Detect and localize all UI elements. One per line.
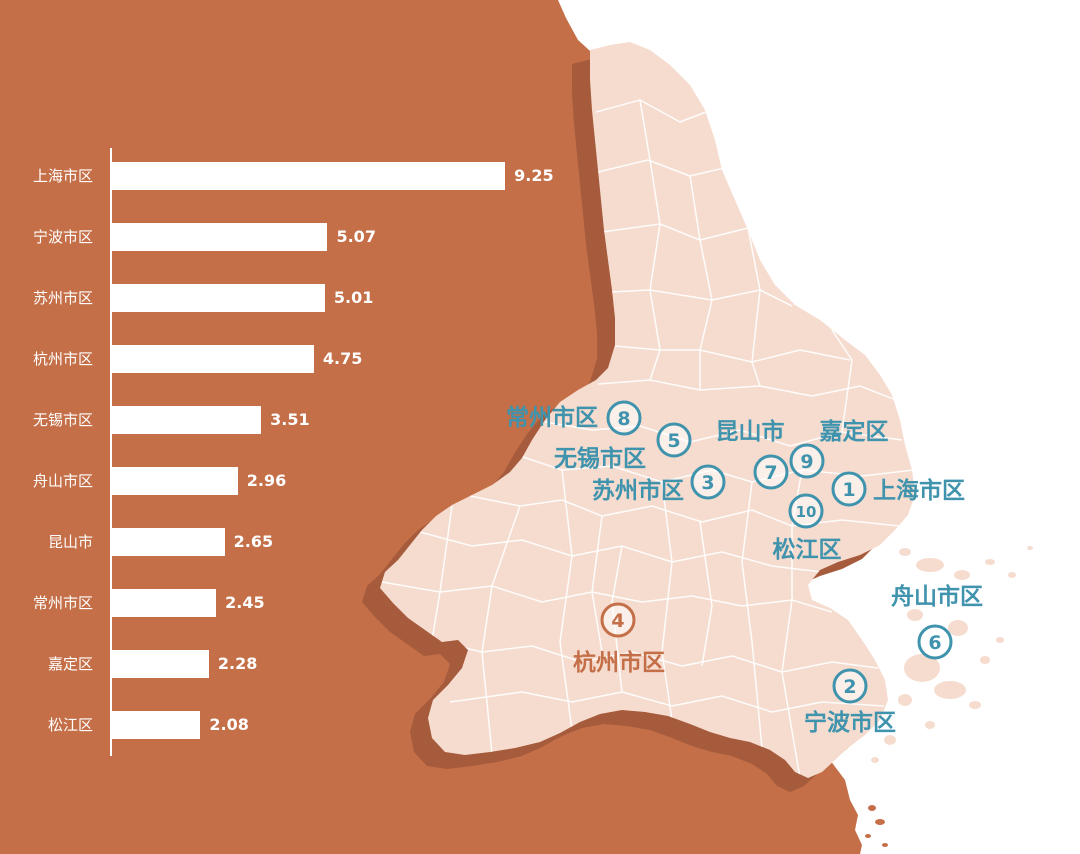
marker-label: 宁波市区 [804, 709, 896, 736]
bar-5 [112, 406, 262, 434]
category-label-6: 舟山市区 [32, 472, 93, 490]
marker-circle [832, 668, 868, 704]
marker-number: 10 [796, 503, 817, 521]
map-marker-9: 9 嘉定区 [789, 418, 889, 479]
bar-9 [112, 650, 209, 678]
bottom-islands [865, 805, 888, 847]
bar-7 [112, 528, 225, 556]
category-label-7: 昆山市 [47, 533, 93, 551]
marker-label: 松江区 [773, 537, 842, 563]
marker-circle [788, 493, 824, 529]
bar-8 [112, 589, 217, 617]
bar-row-10: 松江区 2.08 [0, 711, 600, 739]
bar-4 [112, 345, 314, 373]
marker-label: 常州市区 [506, 404, 598, 431]
map-marker-4: 4 杭州市区 [573, 602, 665, 676]
map-marker-6: 6 舟山市区 [891, 583, 983, 660]
marker-number: 2 [843, 676, 856, 698]
marker-label: 舟山市区 [891, 583, 983, 610]
bar-2 [112, 223, 328, 251]
marker-number: 7 [764, 462, 777, 484]
marker-label: 杭州市区 [573, 649, 665, 676]
category-label-4: 杭州市区 [32, 350, 93, 368]
bar-row-3: 苏州市区 5.01 [0, 284, 600, 312]
zhoushan-islands [871, 546, 1033, 763]
value-label-7: 2.65 [233, 532, 274, 551]
value-label-1: 9.25 [514, 166, 554, 185]
bar-10 [112, 711, 201, 739]
bar-row-4: 杭州市区 4.75 [0, 345, 600, 373]
value-label-2: 5.07 [336, 227, 376, 246]
value-label-4: 4.75 [322, 349, 363, 368]
category-label-1: 上海市区 [32, 167, 93, 185]
category-label-8: 常州市区 [32, 594, 93, 612]
category-label-10: 松江区 [47, 716, 93, 734]
value-label-3: 5.01 [333, 288, 374, 307]
map-marker-10: 10 松江区 [773, 493, 842, 563]
marker-circle [600, 602, 636, 638]
marker-circle [690, 464, 726, 500]
marker-label: 嘉定区 [820, 418, 889, 445]
category-label-9: 嘉定区 [47, 655, 93, 673]
marker-number: 8 [617, 408, 630, 430]
marker-label: 苏州市区 [592, 477, 684, 504]
category-label-2: 宁波市区 [32, 228, 93, 246]
marker-number: 1 [842, 479, 855, 501]
marker-circle [606, 400, 642, 436]
marker-label: 上海市区 [873, 477, 965, 504]
value-label-5: 3.51 [270, 410, 310, 429]
marker-label: 昆山市 [716, 418, 785, 445]
marker-number: 5 [667, 430, 680, 452]
bar-row-7: 昆山市 2.65 [0, 528, 600, 556]
map-marker-3: 3 苏州市区 [592, 464, 726, 504]
marker-number: 6 [928, 632, 941, 654]
bar-row-6: 舟山市区 2.96 [0, 467, 600, 495]
map-marker-2: 2 宁波市区 [804, 668, 896, 736]
map-marker-5: 5 无锡市区 [554, 422, 692, 472]
marker-number: 4 [611, 610, 624, 632]
marker-circle [789, 443, 825, 479]
marker-number: 9 [800, 451, 813, 473]
marker-circle [917, 624, 953, 660]
map-marker-7: 7 昆山市 [716, 418, 789, 490]
bar-row-8: 常州市区 2.45 [0, 589, 600, 617]
bar-row-5: 无锡市区 3.51 [0, 406, 600, 434]
category-label-5: 无锡市区 [32, 411, 93, 429]
marker-number: 3 [701, 472, 714, 494]
map-marker-8: 8 常州市区 [506, 400, 642, 436]
bar-row-1: 上海市区 9.25 [0, 162, 600, 190]
bar-6 [112, 467, 238, 495]
value-label-8: 2.45 [225, 593, 265, 612]
value-label-6: 2.96 [246, 471, 287, 490]
marker-label: 无锡市区 [554, 445, 646, 472]
marker-circle [656, 422, 692, 458]
marker-circle [831, 471, 867, 507]
value-label-10: 2.08 [209, 715, 249, 734]
category-label-3: 苏州市区 [32, 289, 93, 307]
marker-circle [753, 454, 789, 490]
bar-row-2: 宁波市区 5.07 [0, 223, 600, 251]
map-marker-1: 1 上海市区 [831, 471, 965, 507]
value-label-9: 2.28 [217, 654, 258, 673]
y-axis-line [110, 148, 112, 756]
bar-row-9: 嘉定区 2.28 [0, 650, 600, 678]
bar-1 [112, 162, 506, 190]
bar-3 [112, 284, 325, 312]
